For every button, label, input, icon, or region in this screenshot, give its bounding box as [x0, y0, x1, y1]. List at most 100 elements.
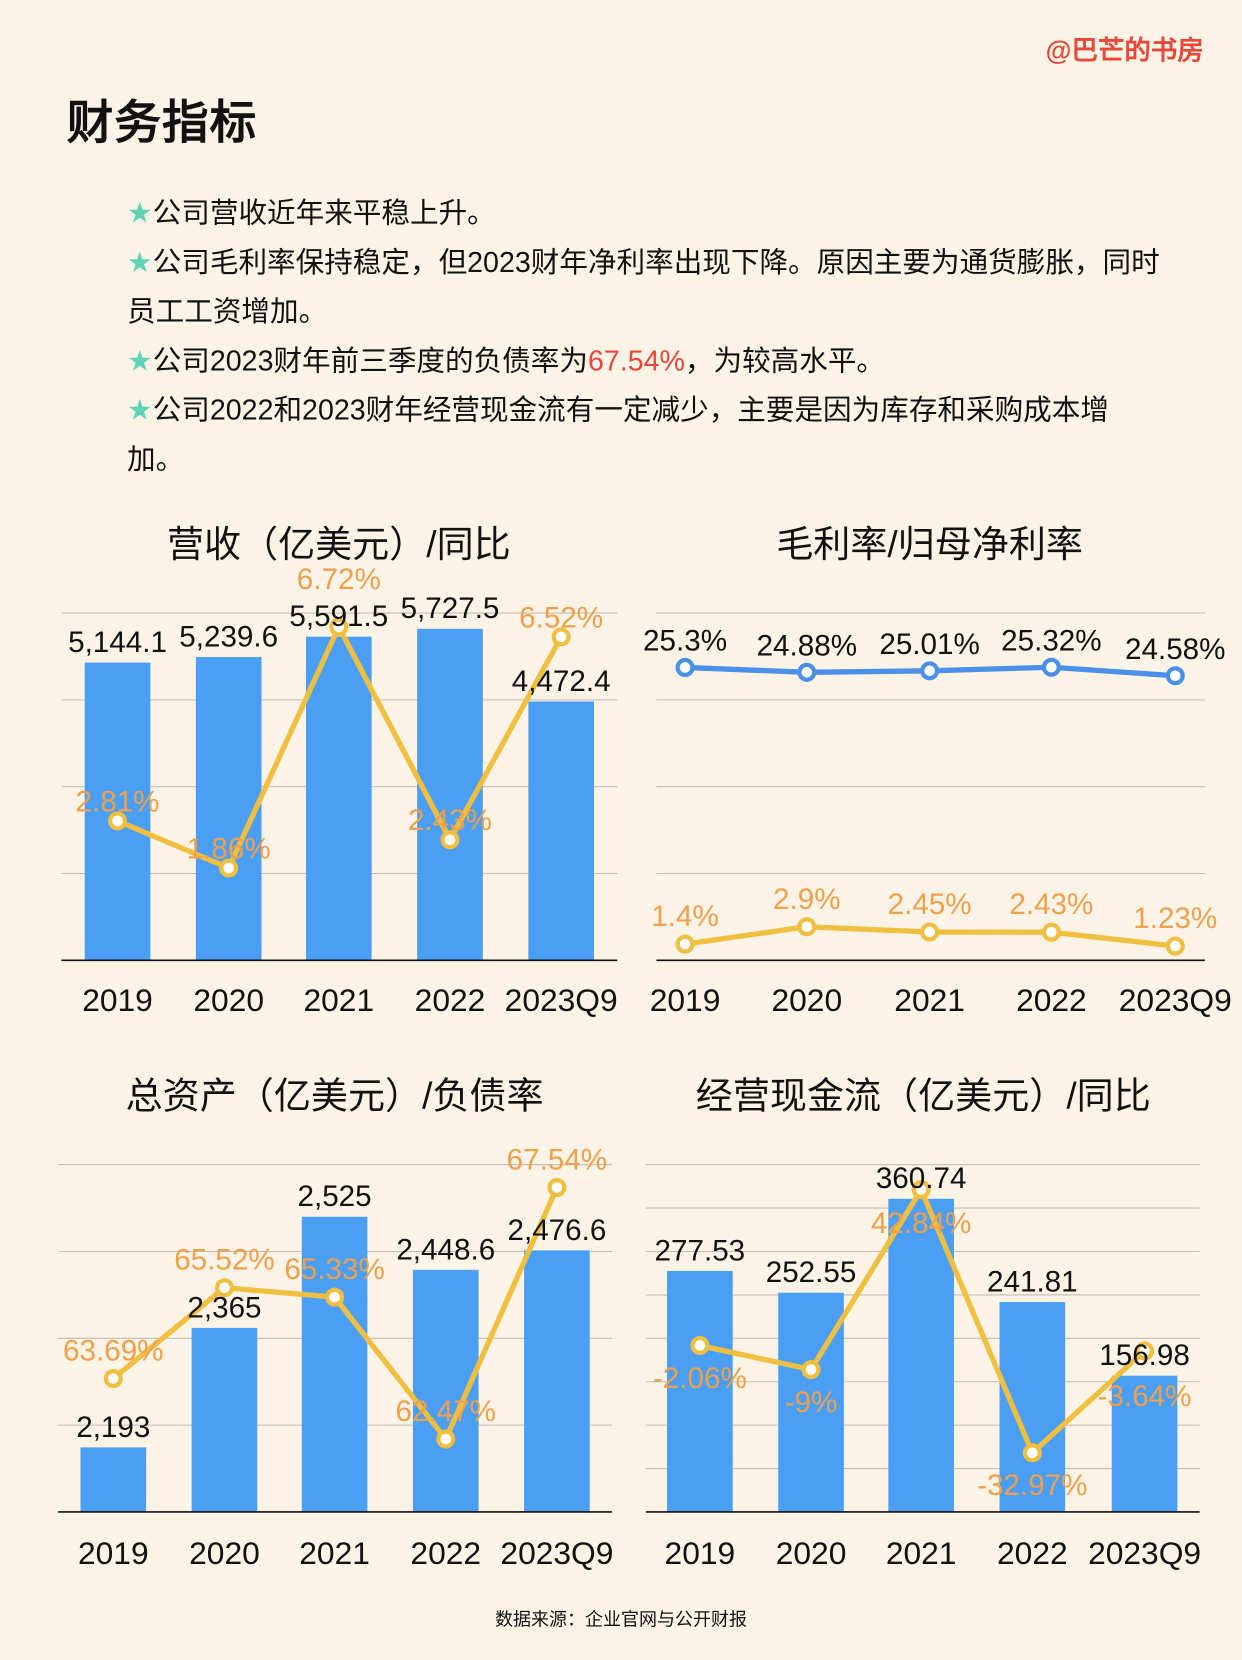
line-value-label: -32.97% [977, 1469, 1087, 1502]
x-tick-label: 2020 [189, 1535, 260, 1571]
bar-value-label: 360.74 [876, 1162, 967, 1195]
summary-bullets: ★公司营收近年来平稳上升。 ★公司毛利率保持稳定，但2023财年净利率出现下降。… [127, 188, 1165, 483]
x-tick-label: 2020 [776, 1535, 847, 1571]
line-value-label: 2.45% [888, 888, 972, 921]
x-tick-label: 2021 [894, 982, 965, 1018]
data-point [675, 934, 695, 954]
data-point [214, 1278, 234, 1298]
line-value-label: 65.33% [284, 1253, 384, 1286]
bar [1111, 1375, 1178, 1512]
data-point [551, 627, 571, 647]
star-icon: ★ [127, 196, 153, 229]
bar-value-label: 2,476.6 [508, 1214, 607, 1247]
x-tick-label: 2019 [650, 982, 721, 1018]
debt-ratio-highlight: 67.54% [587, 344, 685, 377]
data-point [1135, 1341, 1155, 1361]
line-value-label: 2.81% [76, 785, 160, 818]
star-icon: ★ [127, 344, 153, 377]
bar [667, 1271, 733, 1512]
x-tick-label: 2021 [886, 1535, 957, 1571]
page-title: 财务指标 [66, 97, 258, 150]
data-point [801, 1360, 821, 1380]
chart-title-revenue: 营收（亿美元）/同比 [166, 524, 511, 566]
x-tick-label: 2022 [1016, 982, 1087, 1018]
x-tick-label: 2023Q9 [505, 982, 618, 1018]
bar [528, 701, 594, 961]
x-tick-label: 2021 [303, 982, 374, 1018]
bar-value-label: 241.81 [987, 1265, 1078, 1298]
x-tick-label: 2020 [771, 982, 842, 1018]
bar-value-label: 5,239.6 [179, 620, 278, 653]
bar-value-label: 252.55 [766, 1256, 857, 1289]
data-point [920, 661, 940, 681]
line-value-label: 6.72% [297, 563, 381, 596]
data-point [107, 811, 128, 831]
chart-title-assets: 总资产（亿美元）/负债率 [125, 1075, 544, 1118]
line-value-label: 24.58% [1125, 633, 1225, 666]
line-value-label: -9% [785, 1386, 838, 1419]
bar-value-label: 2,525 [298, 1180, 372, 1213]
chart-0: 5,144.1 5,239.6 5,591.5 5,727.5 4,472.4 2.81%… [61, 563, 618, 1018]
data-point [219, 858, 239, 878]
line-value-label: 1.23% [1133, 902, 1217, 935]
line-value-label: 25.01% [879, 628, 979, 661]
x-tick-label: 2021 [299, 1535, 370, 1571]
data-source: 数据来源：企业官网与公开财报 [494, 1609, 747, 1630]
bullet-text: 公司毛利率保持稳定，但2023财年净利率出现下降。原因主要为通货膨胀，同时员工工… [127, 246, 1160, 328]
bullet-text: 公司2022和2023财年经营现金流有一定减少，主要是因为库存和采购成本增加。 [127, 393, 1109, 475]
bullet-text: 公司2023财年前三季度的负债率为 [152, 344, 588, 377]
bar-value-label: 277.53 [655, 1234, 746, 1267]
line-value-label: 65.52% [174, 1244, 274, 1277]
x-tick-label: 2022 [410, 1535, 481, 1571]
data-point [675, 657, 695, 677]
bar-value-label: 4,472.4 [512, 665, 611, 698]
data-point [329, 617, 349, 637]
bullet-item: ★公司营收近年来平稳上升。 [127, 188, 1165, 237]
bar [195, 657, 262, 961]
line-value-label: 42.84% [871, 1207, 971, 1240]
data-point [440, 830, 460, 850]
star-icon: ★ [127, 246, 153, 278]
x-tick-label: 2019 [665, 1535, 736, 1571]
data-point [1041, 922, 1061, 942]
data-point [1165, 666, 1185, 686]
bullet-item: ★公司毛利率保持稳定，但2023财年净利率出现下降。原因主要为通货膨胀，同时员工… [127, 238, 1165, 336]
bullet-text: 公司营收近年来平稳上升。 [152, 196, 496, 229]
line-value-label: 24.88% [757, 629, 857, 662]
data-point [690, 1335, 710, 1356]
chart-title-cashflow: 经营现金流（亿美元）/同比 [695, 1075, 1151, 1118]
line-value-label: 2.43% [1009, 888, 1093, 921]
data-point [911, 1180, 931, 1200]
bar-value-label: 156.98 [1099, 1339, 1190, 1372]
data-point [1022, 1443, 1042, 1463]
x-tick-label: 2023Q9 [1119, 982, 1232, 1018]
bar [524, 1250, 590, 1512]
data-point [797, 917, 817, 937]
bar-value-label: 2,193 [76, 1411, 150, 1444]
line-value-label: 6.52% [519, 601, 603, 634]
x-tick-label: 2022 [415, 982, 486, 1018]
x-tick-label: 2023Q9 [1088, 1535, 1201, 1571]
brand-watermark: @巴芒的书房 [1045, 35, 1204, 66]
line-value-label: 2.9% [773, 883, 841, 916]
bar-value-label: 2,365 [187, 1291, 261, 1324]
bullet-text: ，为较高水平。 [684, 344, 886, 377]
line-value-label: 2.43% [408, 804, 492, 837]
chart-1: 25.3% 24.88% 25.01% 25.32% 24.58% 1.4% 2.9% 2.4… [643, 612, 1232, 1018]
data-point [436, 1429, 456, 1449]
bar-value-label: 5,727.5 [401, 592, 500, 625]
x-tick-label: 2020 [193, 982, 264, 1018]
bar-value-label: 5,144.1 [68, 626, 167, 659]
data-point [797, 662, 817, 682]
bar-value-label: 2,448.6 [396, 1233, 495, 1266]
x-tick-label: 2019 [78, 1535, 149, 1571]
bar [80, 1447, 147, 1512]
bullet-item: ★公司2022和2023财年经营现金流有一定减少，主要是因为库存和采购成本增加。 [127, 385, 1165, 483]
x-tick-label: 2022 [997, 1535, 1068, 1571]
line-value-label: 1.86% [187, 833, 271, 866]
line-value-label: -2.06% [653, 1362, 747, 1395]
star-icon: ★ [127, 393, 153, 426]
line-value-label: -3.64% [1098, 1380, 1192, 1413]
bar [191, 1327, 258, 1512]
